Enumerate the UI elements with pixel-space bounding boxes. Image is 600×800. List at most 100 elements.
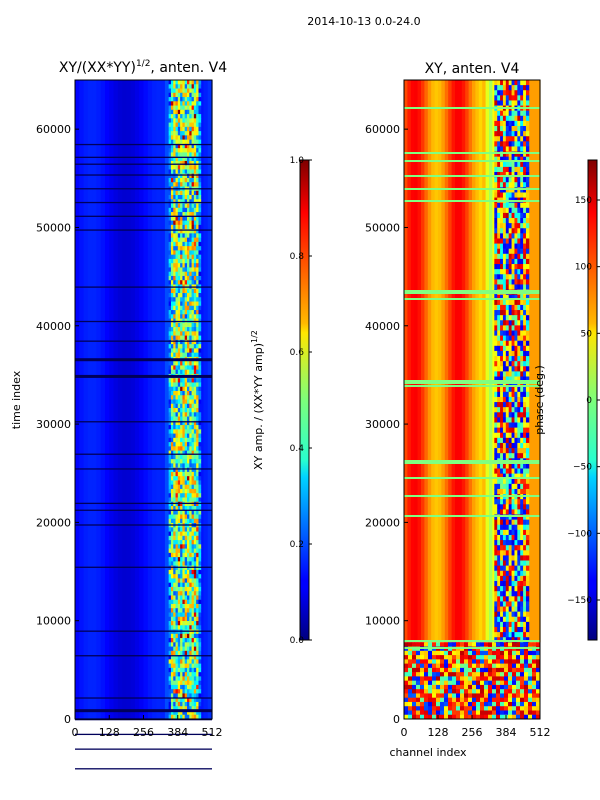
amplitude-cell: [170, 220, 174, 226]
phase-bottom-cell: [408, 655, 413, 660]
amplitude-cell: [168, 143, 172, 149]
amplitude-cell: [198, 518, 202, 524]
amplitude-cell: [184, 608, 188, 613]
amplitude-cell: [187, 467, 190, 473]
phase-cell: [494, 621, 498, 628]
phase-cell: [494, 202, 498, 209]
amplitude-cell: [196, 420, 199, 426]
phase-cell: [500, 555, 504, 561]
amplitude-cell: [191, 314, 195, 319]
amplitude-cell: [193, 446, 197, 452]
amplitude-cell: [191, 344, 195, 349]
phase-cell: [517, 253, 521, 260]
amplitude-cell: [180, 224, 183, 230]
amplitude-cell: [191, 497, 195, 503]
amplitude-gap-line: [75, 340, 212, 342]
amplitude-cell: [175, 595, 179, 601]
phase-cell: [517, 637, 521, 643]
phase-cell: [497, 591, 501, 597]
phase-cell: [514, 621, 518, 628]
phase-bottom-cell: [464, 650, 469, 656]
amplitude-cell: [177, 616, 181, 622]
phase-cell: [502, 509, 507, 515]
phase-cell: [502, 468, 507, 475]
phase-bottom-cell: [496, 680, 501, 686]
amplitude-cell: [180, 322, 183, 328]
phase-bottom-cell: [508, 650, 513, 656]
phase-bottom-cell: [420, 642, 425, 647]
phase-bottom-cell: [480, 714, 485, 720]
phase-cell: [511, 427, 515, 434]
amplitude-cell: [198, 386, 202, 392]
amplitude-cell: [170, 552, 174, 558]
amplitude-cell: [191, 386, 195, 392]
phase-bottom-cell: [504, 663, 509, 669]
amplitude-cell: [198, 514, 202, 520]
amplitude-cell: [170, 446, 174, 452]
amplitude-cell: [170, 131, 174, 136]
phase-bottom-cell: [436, 706, 441, 711]
amplitude-cell: [198, 599, 202, 605]
amplitude-cell: [182, 139, 186, 145]
amplitude-cell: [173, 301, 176, 307]
amplitude-cell: [175, 412, 179, 417]
phase-bottom-cell: [484, 663, 489, 669]
amplitude-cell: [196, 672, 199, 677]
phase-cell: [514, 371, 518, 377]
amplitude-cell: [189, 92, 192, 98]
phase-cell: [502, 606, 507, 613]
phase-bottom-cell: [484, 714, 489, 720]
phase-bottom-cell: [416, 642, 421, 647]
amplitude-cell: [187, 352, 190, 358]
amplitude-cell: [198, 271, 202, 277]
amplitude-cell: [184, 429, 188, 434]
phase-bottom-cell: [408, 663, 413, 669]
amplitude-cell: [168, 224, 172, 230]
phase-cell: [505, 151, 510, 158]
phase-cell: [514, 192, 518, 198]
phase-cell: [494, 396, 498, 403]
amplitude-cell: [193, 701, 197, 707]
phase-cell: [505, 453, 510, 459]
phase-cell: [525, 427, 530, 434]
amplitude-cell: [193, 361, 197, 366]
amplitude-cell: [170, 246, 174, 251]
phase-cell: [502, 586, 507, 592]
amplitude-cell: [198, 442, 202, 447]
phase-bottom-cell: [520, 714, 525, 720]
phase-bottom-cell: [504, 697, 509, 703]
phase-bottom-cell: [536, 663, 541, 669]
amplitude-cell: [187, 339, 190, 345]
phase-bottom-cell: [520, 680, 525, 686]
phase-cell: [525, 504, 530, 510]
amplitude-cell: [168, 365, 172, 371]
phase-cell: [523, 284, 527, 290]
phase-bottom-cell: [528, 697, 533, 703]
phase-cell: [505, 396, 510, 403]
amplitude-column: [203, 80, 209, 719]
phase-cell: [514, 616, 518, 623]
amplitude-cell: [170, 403, 174, 409]
amplitude-cell: [175, 177, 179, 183]
phase-cell: [497, 626, 501, 633]
amplitude-cell: [189, 514, 192, 520]
amplitude-cell: [187, 403, 190, 409]
amplitude-cell: [193, 501, 197, 507]
amplitude-cell: [189, 135, 192, 141]
phase-bottom-cell: [524, 642, 529, 647]
amplitude-cell: [173, 199, 176, 204]
phase-cell: [500, 391, 504, 398]
phase-cell: [500, 580, 504, 587]
amplitude-cell: [175, 659, 179, 665]
amplitude-cell: [187, 437, 190, 443]
amplitude-cell: [184, 314, 188, 319]
phase-bottom-cell: [444, 650, 449, 656]
amplitude-cell: [170, 314, 174, 319]
phase-cell: [517, 555, 521, 561]
phase-bottom-cell: [428, 655, 433, 660]
phase-cell: [523, 115, 527, 122]
phase-bottom-cell: [428, 642, 433, 647]
phase-cell: [494, 504, 498, 510]
amplitude-cell: [189, 425, 192, 430]
amplitude-cell: [182, 412, 186, 417]
